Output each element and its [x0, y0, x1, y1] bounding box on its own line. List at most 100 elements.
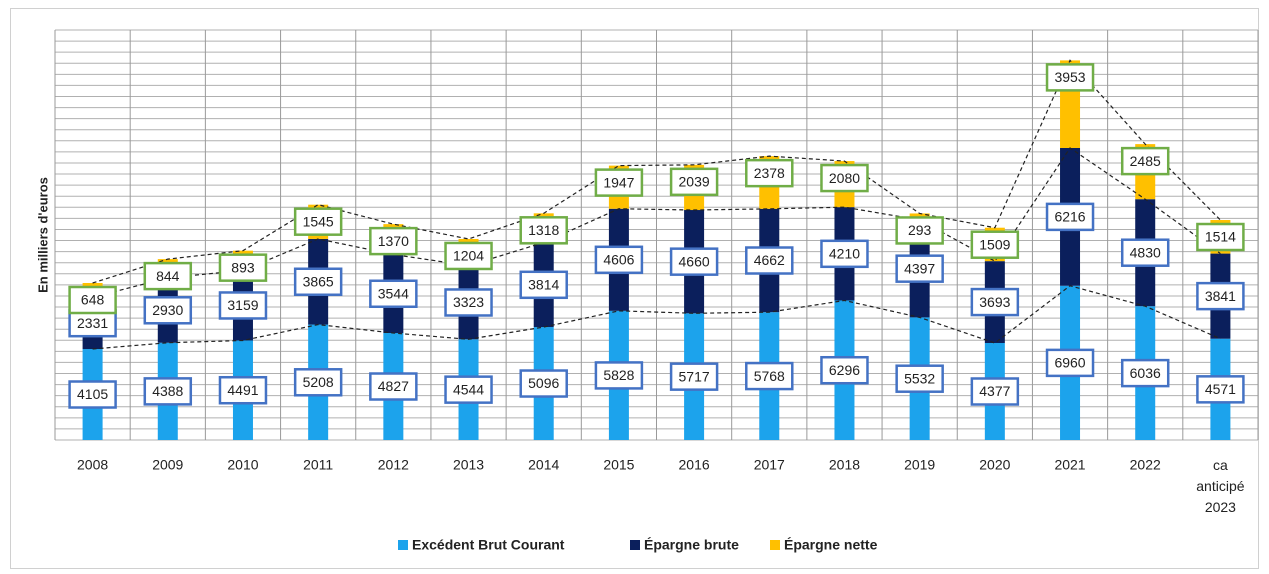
data-label-box — [68, 380, 117, 409]
data-label-box — [895, 216, 944, 245]
data-label-box — [820, 163, 869, 193]
data-label: 4544 — [444, 375, 493, 404]
data-label: 3544 — [369, 279, 418, 309]
data-label: 4660 — [669, 247, 719, 276]
data-label: 2331 — [68, 308, 117, 338]
data-label-text: 4606 — [603, 252, 634, 268]
data-label-box — [1120, 358, 1170, 388]
data-label-text: 5096 — [528, 375, 559, 391]
data-label-box — [669, 362, 719, 391]
data-label: 2930 — [143, 296, 193, 325]
data-label: 1318 — [519, 216, 568, 245]
data-label: 5828 — [594, 361, 644, 390]
data-label-box — [293, 368, 343, 397]
data-label-box — [594, 245, 644, 275]
legend-label: Épargne nette — [784, 537, 878, 553]
data-label-text: 2378 — [754, 165, 785, 181]
data-label: 1204 — [444, 241, 493, 271]
data-label: 1947 — [594, 168, 644, 197]
data-label-text: 1370 — [378, 233, 409, 249]
data-label: 4397 — [895, 254, 944, 283]
x-tick-label: ca anticipé 2023 — [1196, 457, 1244, 515]
data-label: 844 — [143, 261, 193, 291]
data-label-text: 2930 — [152, 302, 183, 318]
data-label-box — [669, 247, 719, 276]
trend-line — [92, 285, 1221, 350]
data-label-text: 5828 — [603, 367, 634, 383]
data-label-text: 5532 — [904, 370, 935, 386]
data-label-box — [1120, 146, 1170, 176]
data-label: 4827 — [369, 372, 418, 401]
data-label-box — [970, 230, 1020, 259]
y-axis-label: En milliers d'euros — [35, 177, 50, 293]
x-tick-label: 2015 — [603, 457, 634, 473]
data-label: 648 — [68, 285, 117, 315]
data-label-text: 1204 — [453, 248, 484, 264]
data-label: 3953 — [1045, 63, 1095, 92]
x-tick-label: 2011 — [303, 457, 333, 473]
data-label-box — [519, 369, 568, 398]
legend-swatch — [398, 540, 408, 550]
data-label: 1545 — [293, 207, 343, 236]
data-label: 1370 — [369, 226, 418, 256]
data-label-box — [68, 308, 117, 338]
data-label-text: 6960 — [1054, 355, 1085, 371]
data-label-box — [895, 254, 944, 283]
data-label-text: 648 — [81, 292, 105, 308]
data-label-box — [745, 246, 794, 275]
x-tick-label: 2010 — [227, 457, 258, 473]
data-label: 4491 — [218, 375, 268, 405]
data-label-box — [820, 239, 869, 269]
data-label-text: 4544 — [453, 381, 484, 397]
data-label: 2378 — [745, 158, 794, 188]
data-label: 3159 — [218, 291, 268, 320]
data-label-box — [369, 226, 418, 256]
data-label: 2039 — [669, 167, 719, 197]
data-label: 4388 — [143, 377, 193, 406]
data-label-box — [519, 270, 568, 300]
data-label: 5717 — [669, 362, 719, 391]
data-label: 3693 — [970, 287, 1020, 317]
data-label-text: 4571 — [1205, 381, 1236, 397]
data-label-box — [444, 288, 493, 317]
data-label-box — [218, 375, 268, 405]
data-label: 1509 — [970, 230, 1020, 259]
data-label: 4662 — [745, 246, 794, 275]
x-tick-label: 2008 — [77, 457, 108, 473]
data-label-text: 2080 — [829, 170, 860, 186]
data-label-box — [970, 377, 1020, 406]
data-label-box — [745, 158, 794, 188]
data-label-text: 4210 — [829, 246, 860, 262]
data-label-box — [594, 361, 644, 390]
data-label-text: 4830 — [1130, 244, 1161, 260]
x-tick-label: 2017 — [754, 457, 785, 473]
data-label: 1514 — [1196, 222, 1245, 252]
legend-label: Excédent Brut Courant — [412, 537, 565, 553]
data-label: 3814 — [519, 270, 568, 300]
data-label: 4105 — [68, 380, 117, 409]
data-label-text: 6216 — [1054, 209, 1085, 225]
data-label-text: 3814 — [528, 277, 559, 293]
data-label: 3865 — [293, 267, 343, 297]
data-label-text: 893 — [231, 259, 255, 275]
data-label-text: 3159 — [227, 297, 258, 313]
x-tick-label: 2012 — [378, 457, 409, 473]
data-label-text: 4660 — [679, 253, 710, 269]
data-label: 6216 — [1045, 202, 1095, 232]
data-label: 5208 — [293, 368, 343, 397]
data-label-box — [68, 285, 117, 315]
data-label-box — [143, 261, 193, 291]
data-label-text: 1318 — [528, 222, 559, 238]
trend-line — [92, 59, 1221, 284]
data-label-box — [1045, 202, 1095, 232]
data-label: 2080 — [820, 163, 869, 193]
data-label-text: 3323 — [453, 294, 484, 310]
data-label-text: 5717 — [679, 368, 710, 384]
data-label-box — [369, 279, 418, 309]
data-label-box — [970, 287, 1020, 317]
data-label: 3841 — [1196, 281, 1245, 311]
data-label-box — [293, 207, 343, 236]
x-tick-label: 2019 — [904, 457, 935, 473]
data-label-box — [669, 167, 719, 197]
